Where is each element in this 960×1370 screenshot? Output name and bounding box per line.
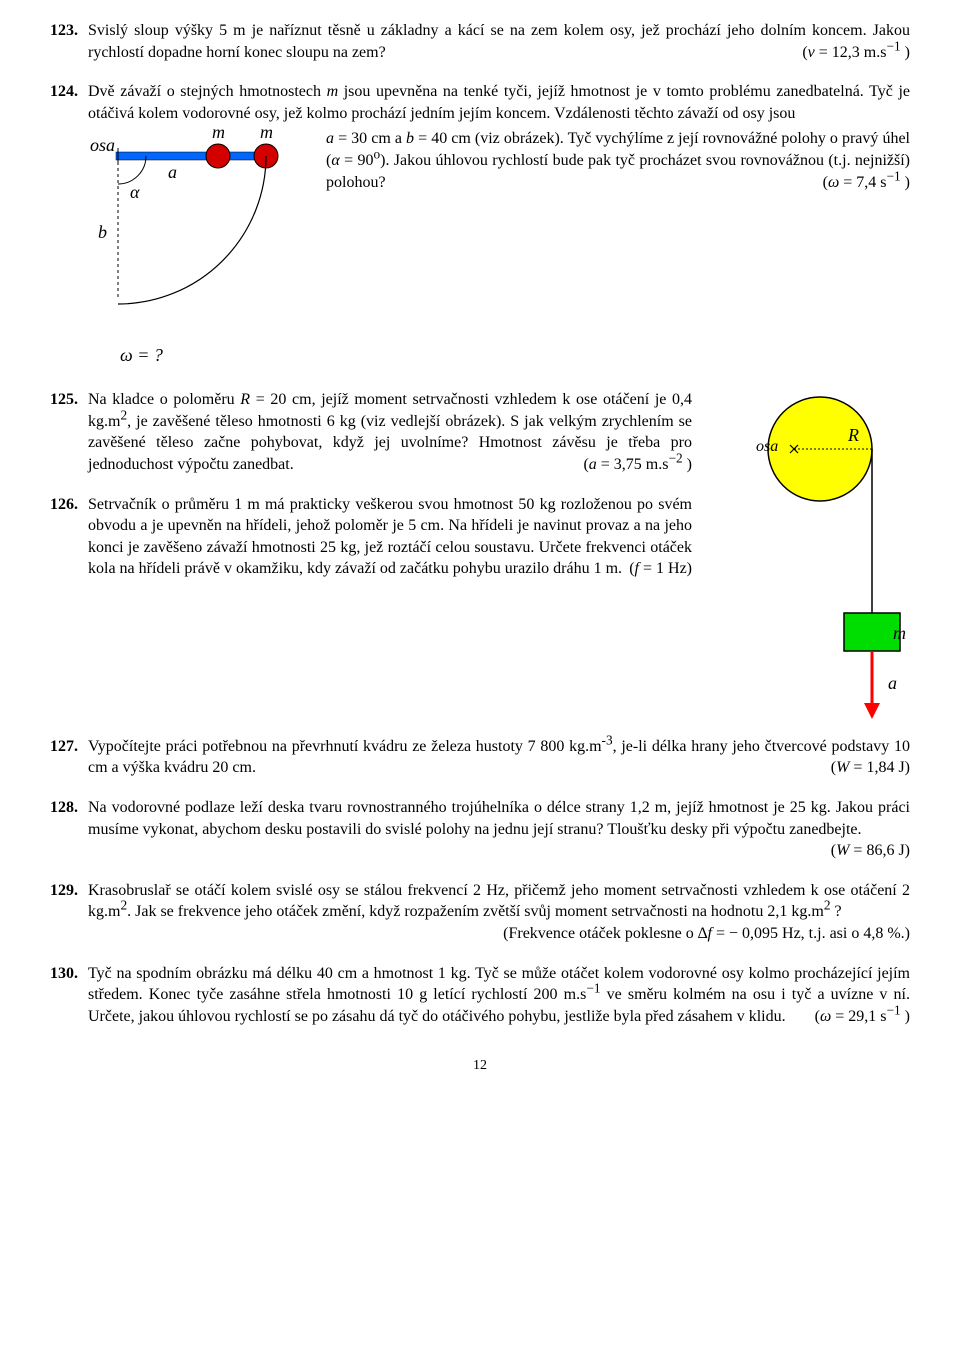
problem-125: 125. Na kladce o poloměru R = 20 cm, jej… bbox=[50, 389, 692, 475]
problem-123: 123. Svislý sloup výšky 5 m je naříznut … bbox=[50, 20, 910, 63]
problem-127: 127. Vypočítejte práci potřebnou na přev… bbox=[50, 736, 910, 779]
problem-number: 128. bbox=[50, 797, 88, 862]
problem-answer: (ω = 29,1 s−1 ) bbox=[815, 1006, 910, 1028]
problem-number: 129. bbox=[50, 880, 88, 945]
problem-129: 129. Krasobruslař se otáčí kolem svislé … bbox=[50, 880, 910, 945]
problem-answer: (f = 1 Hz) bbox=[629, 558, 692, 580]
problem-text: Vypočítejte práci potřebnou na převrhnut… bbox=[88, 738, 910, 777]
problem-answer: (ω = 7,4 s−1 ) bbox=[823, 172, 910, 194]
a-arrow-label: a bbox=[888, 673, 897, 693]
problem-number: 126. bbox=[50, 494, 88, 580]
problem-answer: (W = 1,84 J) bbox=[831, 757, 910, 779]
problem-124-right-text: a = 30 cm a b = 40 cm (viz obrázek). Tyč… bbox=[326, 128, 910, 193]
problem-number: 124. bbox=[50, 81, 88, 325]
m-label: m bbox=[893, 623, 906, 643]
b-axis-label: b bbox=[98, 222, 107, 242]
problem-body: Na vodorovné podlaze leží deska tvaru ro… bbox=[88, 797, 910, 862]
R-label: R bbox=[847, 425, 859, 445]
omega-question: ω = ? bbox=[120, 343, 910, 367]
problem-text: Na vodorovné podlaze leží deska tvaru ro… bbox=[88, 799, 910, 838]
problem-number: 130. bbox=[50, 963, 88, 1028]
problem-body: Na kladce o poloměru R = 20 cm, jejíž mo… bbox=[88, 389, 692, 475]
problem-body: Svislý sloup výšky 5 m je naříznut těsně… bbox=[88, 20, 910, 63]
page-number: 12 bbox=[50, 1057, 910, 1076]
problem-answer: (a = 3,75 m.s−2 ) bbox=[583, 454, 692, 476]
problem-intro1: Dvě závaží o stejných hmotnostech bbox=[88, 83, 327, 100]
problem-text: Krasobruslař se otáčí kolem svislé osy s… bbox=[88, 882, 910, 921]
m-label-2: m bbox=[260, 128, 273, 142]
problem-answer: (v = 12,3 m.s−1 ) bbox=[802, 42, 910, 64]
problem-126: 126. Setrvačník o průměru 1 m má praktic… bbox=[50, 494, 692, 580]
problem-text: Tyč na spodním obrázku má délku 40 cm a … bbox=[88, 965, 910, 1025]
problem-body: Vypočítejte práci potřebnou na převrhnut… bbox=[88, 736, 910, 779]
osa-label: osa bbox=[756, 438, 778, 455]
problem-number: 125. bbox=[50, 389, 88, 475]
problem-124: 124. Dvě závaží o stejných hmotnostech m… bbox=[50, 81, 910, 325]
a-label: a bbox=[168, 162, 177, 182]
problem-body: Dvě závaží o stejných hmotnostech m jsou… bbox=[88, 81, 910, 325]
problem-text: Svislý sloup výšky 5 m je naříznut těsně… bbox=[88, 22, 910, 61]
figure-124: osa a α b m m bbox=[88, 128, 308, 325]
alpha-label: α bbox=[130, 182, 140, 202]
problem-number: 123. bbox=[50, 20, 88, 63]
problem-body: Krasobruslař se otáčí kolem svislé osy s… bbox=[88, 880, 910, 945]
osa-label: osa bbox=[90, 135, 115, 155]
figure-125: osa R m a bbox=[710, 389, 910, 736]
problem-number: 127. bbox=[50, 736, 88, 779]
problem-answer: (Frekvence otáček poklesne o ∆f = − 0,09… bbox=[503, 923, 910, 945]
m-label-1: m bbox=[212, 128, 225, 142]
problem-body: Setrvačník o průměru 1 m má prakticky ve… bbox=[88, 494, 692, 580]
row-125-126: 125. Na kladce o poloměru R = 20 cm, jej… bbox=[50, 389, 910, 736]
var-m: m bbox=[327, 83, 339, 100]
problem-body: Tyč na spodním obrázku má délku 40 cm a … bbox=[88, 963, 910, 1028]
problem-130: 130. Tyč na spodním obrázku má délku 40 … bbox=[50, 963, 910, 1028]
problem-text: Setrvačník o průměru 1 m má prakticky ve… bbox=[88, 496, 692, 578]
problem-128: 128. Na vodorovné podlaze leží deska tva… bbox=[50, 797, 910, 862]
problem-answer: (W = 86,6 J) bbox=[831, 840, 910, 862]
